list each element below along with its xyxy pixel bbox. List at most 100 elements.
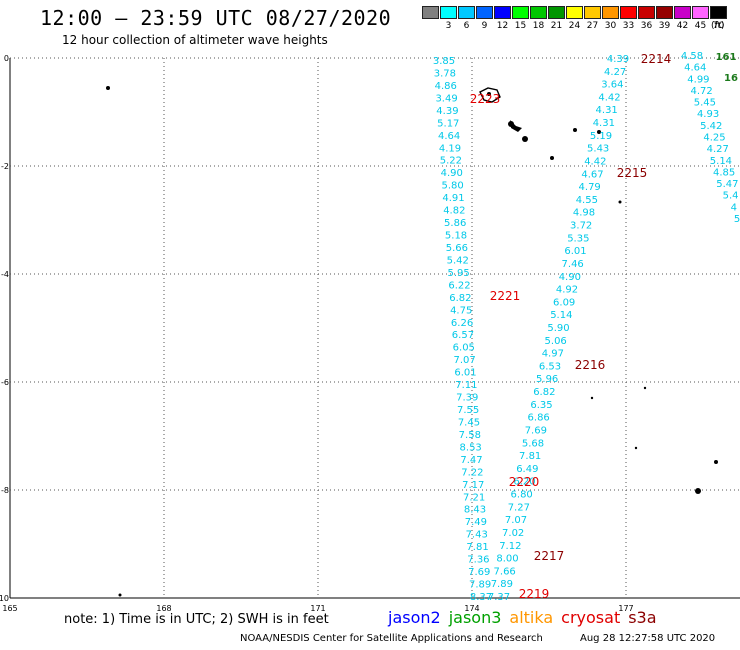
lon-tick-label: 177 bbox=[618, 604, 633, 613]
axis-ticks: 165 168 171 174 177 0 -2 -4 -6 -8 -10 bbox=[0, 54, 634, 613]
lon-tick-label: 165 bbox=[2, 604, 17, 613]
swh-value: 3.78 bbox=[434, 68, 456, 79]
color-scale-label: 33 bbox=[622, 21, 635, 31]
swh-value: 4.19 bbox=[439, 143, 461, 154]
lat-tick-label: -8 bbox=[1, 486, 9, 495]
swh-value: 7.17 bbox=[462, 480, 484, 491]
swh-value: 4.72 bbox=[691, 86, 713, 97]
lon-tick-label: 168 bbox=[156, 604, 171, 613]
legend-item: jason2 bbox=[388, 608, 441, 627]
swh-value: 6.35 bbox=[530, 400, 552, 411]
swh-value: 7.81 bbox=[519, 451, 541, 462]
island-outline bbox=[479, 87, 501, 103]
color-scale-swatch bbox=[602, 6, 619, 19]
lat-tick-label: -10 bbox=[0, 594, 9, 603]
wave-tracks: 3.853.784.863.494.395.174.644.195.224.90… bbox=[433, 51, 740, 603]
color-scale-swatch bbox=[674, 6, 691, 19]
swh-value: 5.06 bbox=[545, 336, 567, 347]
swh-value: 6.57 bbox=[452, 330, 474, 341]
color-scale-swatch bbox=[458, 6, 475, 19]
footer-timestamp: Aug 28 12:27:58 UTC 2020 bbox=[580, 633, 716, 644]
swh-value: 8.43 bbox=[464, 505, 486, 516]
swh-value: 5.42 bbox=[700, 121, 722, 132]
pass-id-label: 2216 bbox=[575, 358, 606, 372]
map-subtitle: 12 hour collection of altimeter wave hei… bbox=[62, 33, 328, 47]
swh-value: 4.75 bbox=[450, 305, 472, 316]
swh-value: 4.85 bbox=[713, 167, 735, 178]
pass-id-label: 2220 bbox=[509, 475, 540, 489]
color-scale-swatch bbox=[494, 6, 511, 19]
color-scale-label: 9 bbox=[481, 21, 488, 31]
island-shape bbox=[590, 396, 594, 400]
color-scale-label: 30 bbox=[604, 21, 617, 31]
swh-value: 5.4 bbox=[723, 191, 739, 202]
swh-value: 4.64 bbox=[684, 63, 706, 74]
swh-value: 6.01 bbox=[454, 368, 476, 379]
color-scale-swatch bbox=[440, 6, 457, 19]
color-scale-unit: (ft) bbox=[711, 21, 725, 31]
color-scale-label: 3 bbox=[445, 21, 452, 31]
swh-value: 4.97 bbox=[542, 349, 564, 360]
swh-value: 7.81 bbox=[466, 542, 488, 553]
color-scale-swatch bbox=[710, 6, 727, 19]
island-shape bbox=[522, 136, 528, 142]
pass-labels: 2214 2223 2215 2221 2216 2220 2217 2219 bbox=[470, 52, 672, 601]
swh-value: 6.26 bbox=[451, 318, 473, 329]
swh-value: 6.05 bbox=[453, 343, 475, 354]
swh-value: 5.43 bbox=[587, 144, 609, 155]
island-shape bbox=[714, 460, 718, 464]
island-shape bbox=[634, 446, 638, 450]
swh-value: 7.39 bbox=[456, 393, 478, 404]
swh-value: 7.11 bbox=[455, 380, 477, 391]
swh-value: 4.27 bbox=[707, 144, 729, 155]
pass-id-label: 2219 bbox=[519, 587, 550, 601]
swh-value: 4.92 bbox=[556, 285, 578, 296]
swh-value: 5.47 bbox=[716, 179, 738, 190]
color-scale-swatch bbox=[566, 6, 583, 19]
island-shape bbox=[118, 593, 122, 597]
color-scale-label: 27 bbox=[586, 21, 599, 31]
swh-value: 4.98 bbox=[573, 208, 595, 219]
island-shape bbox=[618, 200, 622, 204]
swh-value: 6.53 bbox=[539, 361, 561, 372]
swh-value: 5.45 bbox=[694, 98, 716, 109]
swh-value: 4.64 bbox=[438, 131, 460, 142]
swh-value: 4.86 bbox=[435, 81, 457, 92]
swh-value: 8.37 bbox=[470, 592, 492, 603]
island-shape bbox=[695, 488, 701, 494]
swh-value: 161 bbox=[716, 52, 737, 63]
swh-value: 4.27 bbox=[604, 67, 626, 78]
swh-value: 6.22 bbox=[448, 280, 470, 291]
swh-value: 5.95 bbox=[447, 268, 469, 279]
swh-value: 4 bbox=[731, 202, 737, 213]
swh-value: 7.45 bbox=[458, 417, 480, 428]
swh-value: 6.86 bbox=[528, 413, 550, 424]
lat-tick-label: -6 bbox=[1, 378, 9, 387]
map-grid bbox=[9, 57, 740, 599]
swh-value: 6.80 bbox=[511, 490, 533, 501]
color-scale-label: 24 bbox=[568, 21, 581, 31]
swh-value: 4.90 bbox=[559, 272, 581, 283]
swh-value: 7.49 bbox=[465, 517, 487, 528]
swh-value: 7.43 bbox=[466, 530, 488, 541]
swh-value: 7.47 bbox=[460, 455, 482, 466]
color-scale-swatch bbox=[422, 6, 439, 19]
swh-value: 5.86 bbox=[444, 218, 466, 229]
color-scale-swatch bbox=[620, 6, 637, 19]
island-shape bbox=[573, 128, 577, 132]
swh-value: 4.42 bbox=[598, 92, 620, 103]
swh-value: 4.90 bbox=[441, 168, 463, 179]
swh-value: 5.42 bbox=[447, 255, 469, 266]
color-scale-label: 18 bbox=[532, 21, 545, 31]
swh-value: 4.25 bbox=[703, 133, 725, 144]
lat-tick-label: -4 bbox=[1, 270, 9, 279]
note-text: note: 1) Time is in UTC; 2) SWH is in fe… bbox=[64, 612, 329, 627]
swh-value: 4.67 bbox=[581, 169, 603, 180]
lat-tick-label: -2 bbox=[1, 162, 9, 171]
swh-value: 3.72 bbox=[570, 221, 592, 232]
swh-value: 5.19 bbox=[590, 131, 612, 142]
swh-value: 6.20 bbox=[513, 477, 535, 488]
island-shape bbox=[106, 86, 110, 90]
island-shape bbox=[597, 130, 601, 134]
